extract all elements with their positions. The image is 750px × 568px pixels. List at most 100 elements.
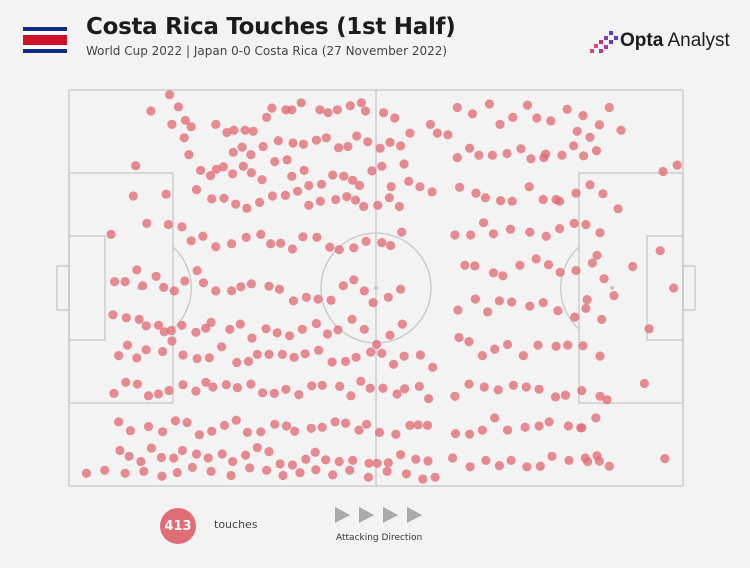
- touch-points: [81, 90, 682, 484]
- touch-point: [349, 275, 359, 285]
- touch-point: [477, 351, 487, 361]
- touch-point: [300, 349, 310, 359]
- touch-point: [397, 227, 407, 237]
- touch-point: [423, 456, 433, 466]
- touch-point: [134, 314, 144, 324]
- touch-point: [443, 130, 453, 140]
- touch-point: [341, 418, 351, 428]
- touch-point: [108, 310, 118, 320]
- touch-point: [356, 98, 366, 108]
- touch-point: [470, 261, 480, 271]
- touch-point: [100, 465, 110, 475]
- touch-point: [660, 454, 670, 464]
- touch-point: [281, 421, 292, 431]
- touch-point: [180, 276, 190, 286]
- touch-point: [219, 420, 230, 430]
- touch-point: [315, 196, 325, 206]
- touch-point: [246, 279, 256, 289]
- touch-point: [307, 381, 317, 391]
- touch-point: [521, 382, 531, 392]
- touch-point: [541, 231, 551, 241]
- touch-point: [255, 197, 265, 207]
- touch-point: [272, 328, 282, 338]
- touch-point: [516, 144, 526, 154]
- touch-point: [672, 160, 682, 170]
- touch-point: [334, 143, 344, 153]
- touch-point: [167, 336, 177, 346]
- touch-point: [591, 413, 601, 423]
- touch-point: [287, 460, 297, 470]
- touch-point: [538, 298, 548, 308]
- touch-point: [219, 193, 229, 203]
- touch-point: [465, 143, 475, 153]
- touch-point: [121, 377, 131, 387]
- touch-point: [493, 385, 503, 395]
- touch-point: [538, 194, 548, 205]
- touch-point: [460, 260, 470, 270]
- touch-point: [465, 462, 475, 472]
- touch-point: [396, 141, 406, 151]
- touch-point: [304, 180, 314, 191]
- touch-point: [338, 281, 348, 291]
- touch-point: [477, 425, 487, 435]
- touch-point: [125, 426, 135, 436]
- touch-point: [165, 90, 175, 100]
- match-subtitle: World Cup 2022 | Japan 0-0 Costa Rica (2…: [86, 44, 448, 58]
- touch-point: [361, 236, 371, 246]
- touch-point: [450, 429, 461, 439]
- touch-point: [563, 340, 573, 350]
- touch-point: [595, 351, 605, 361]
- touch-point: [191, 185, 202, 195]
- touch-point: [169, 453, 179, 463]
- touch-point: [368, 298, 378, 308]
- touch-point: [470, 294, 480, 304]
- touch-point: [414, 381, 424, 391]
- touch-point: [142, 218, 152, 228]
- touch-point: [569, 218, 579, 228]
- touch-point: [571, 188, 581, 198]
- touch-point: [261, 324, 271, 334]
- touch-point: [351, 352, 361, 362]
- touch-point: [432, 128, 442, 138]
- touch-point: [146, 443, 157, 453]
- touch-point: [550, 392, 561, 402]
- touch-point: [317, 422, 327, 432]
- touch-point: [166, 325, 176, 336]
- touch-point: [628, 261, 638, 272]
- touch-point: [531, 254, 541, 264]
- touch-point: [467, 109, 478, 119]
- touch-point: [583, 456, 593, 467]
- touch-point: [455, 182, 465, 192]
- touch-point: [128, 191, 138, 201]
- touch-point: [428, 362, 438, 372]
- touch-point: [404, 176, 414, 186]
- touch-point: [81, 468, 92, 478]
- touch-point: [452, 102, 462, 113]
- touch-point: [211, 119, 221, 129]
- touch-point: [454, 332, 464, 343]
- touch-point: [348, 455, 358, 465]
- touch-point: [464, 379, 474, 389]
- touch-point: [490, 344, 500, 354]
- touch-point: [595, 228, 605, 238]
- touch-point: [247, 333, 257, 343]
- touch-point: [177, 320, 187, 330]
- touch-point: [169, 286, 179, 296]
- touch-point: [203, 453, 213, 463]
- touch-point: [231, 199, 241, 209]
- touch-point: [106, 229, 116, 239]
- touch-point: [269, 388, 279, 398]
- touch-point: [328, 170, 338, 180]
- touch-point: [334, 456, 344, 467]
- touch-point: [448, 453, 458, 463]
- touch-point: [317, 380, 327, 390]
- touch-point: [132, 265, 142, 275]
- touch-point: [479, 382, 489, 392]
- touch-point: [334, 245, 344, 255]
- touch-point: [604, 461, 614, 471]
- touch-point: [211, 286, 221, 296]
- direction-arrow-icon: [383, 507, 398, 523]
- touch-point: [256, 427, 266, 437]
- touch-point: [311, 318, 321, 329]
- touch-point: [384, 193, 394, 203]
